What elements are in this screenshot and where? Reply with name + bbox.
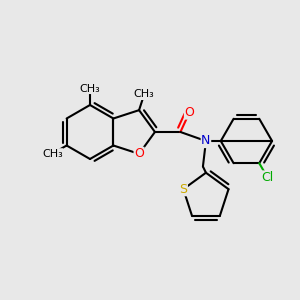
Text: O: O <box>134 147 144 160</box>
Text: CH₃: CH₃ <box>134 89 154 100</box>
Text: CH₃: CH₃ <box>42 149 63 159</box>
Text: N: N <box>201 134 211 148</box>
Text: CH₃: CH₃ <box>80 83 100 94</box>
Text: O: O <box>184 106 194 119</box>
Text: S: S <box>179 183 187 196</box>
Text: Cl: Cl <box>261 171 274 184</box>
